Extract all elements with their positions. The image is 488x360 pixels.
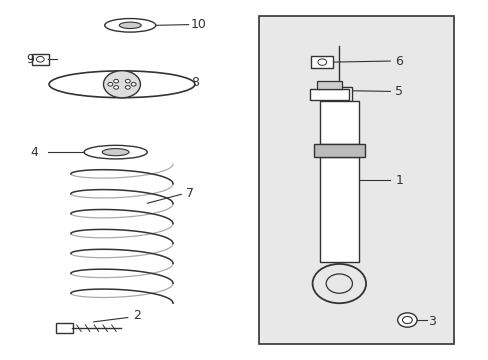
- FancyBboxPatch shape: [310, 56, 333, 68]
- Circle shape: [402, 316, 411, 324]
- Text: 3: 3: [427, 315, 435, 328]
- FancyBboxPatch shape: [319, 102, 358, 144]
- Circle shape: [131, 82, 136, 86]
- FancyBboxPatch shape: [309, 89, 348, 100]
- FancyBboxPatch shape: [31, 54, 49, 65]
- Circle shape: [108, 82, 113, 86]
- Text: 7: 7: [186, 187, 194, 200]
- Text: 2: 2: [132, 309, 140, 322]
- Circle shape: [397, 313, 416, 327]
- Circle shape: [36, 57, 44, 62]
- Ellipse shape: [119, 22, 141, 28]
- Ellipse shape: [104, 18, 156, 32]
- Text: 6: 6: [394, 55, 402, 68]
- FancyBboxPatch shape: [319, 157, 358, 262]
- Text: 10: 10: [191, 18, 206, 31]
- Ellipse shape: [84, 145, 147, 159]
- FancyBboxPatch shape: [259, 16, 453, 344]
- Text: 8: 8: [191, 76, 199, 89]
- Circle shape: [125, 79, 130, 83]
- Circle shape: [114, 86, 118, 89]
- FancyBboxPatch shape: [56, 323, 73, 333]
- Text: 1: 1: [394, 174, 402, 186]
- Text: 9: 9: [26, 53, 34, 66]
- FancyBboxPatch shape: [325, 87, 352, 102]
- Ellipse shape: [49, 71, 195, 98]
- Circle shape: [317, 59, 326, 65]
- Circle shape: [103, 71, 140, 98]
- FancyBboxPatch shape: [313, 144, 364, 157]
- Circle shape: [114, 79, 118, 83]
- Circle shape: [125, 86, 130, 89]
- FancyBboxPatch shape: [317, 81, 341, 89]
- Text: 5: 5: [394, 85, 403, 98]
- Text: 4: 4: [30, 146, 38, 159]
- Ellipse shape: [102, 149, 129, 156]
